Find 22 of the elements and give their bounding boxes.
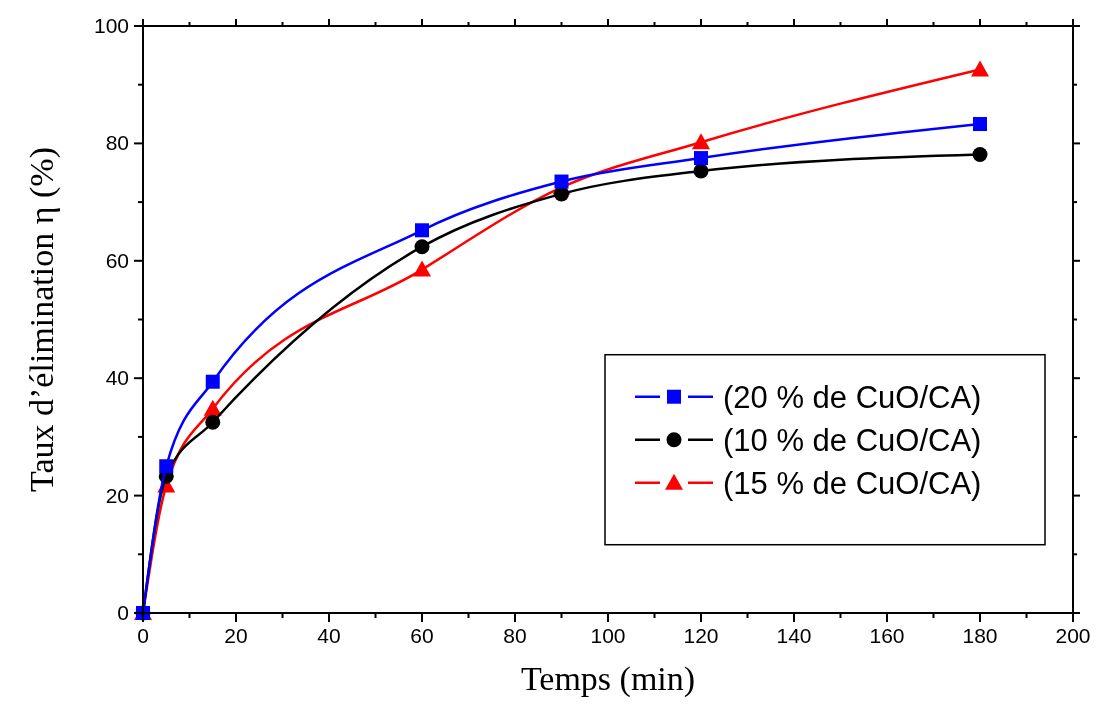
x-tick-label: 180: [962, 624, 998, 647]
x-tick-label: 200: [1055, 624, 1091, 647]
y-tick-label: 100: [93, 14, 129, 37]
x-tick-label: 20: [224, 624, 248, 647]
y-axis-title: Taux d’élimination η (%): [23, 147, 61, 492]
legend-label: (10 % de CuO/CA): [723, 422, 982, 458]
x-tick-label: 60: [410, 624, 434, 647]
y-tick-label: 0: [117, 601, 129, 624]
y-tick-label: 60: [105, 248, 129, 272]
x-axis-title: Temps (min): [520, 660, 696, 698]
x-tick-label: 140: [776, 624, 812, 647]
legend-label: (20 % de CuO/CA): [723, 379, 982, 415]
x-tick-label: 0: [137, 624, 149, 647]
y-tick-label: 80: [105, 131, 129, 155]
y-tick-label: 20: [105, 483, 129, 507]
x-tick-label: 120: [683, 624, 719, 647]
x-tick-label: 100: [590, 624, 626, 647]
x-tick-label: 40: [317, 624, 341, 647]
y-tick-label: 40: [105, 366, 129, 390]
legend-label: (15 % de CuO/CA): [723, 465, 982, 501]
x-tick-label: 80: [503, 624, 527, 647]
x-tick-label: 160: [869, 624, 905, 647]
